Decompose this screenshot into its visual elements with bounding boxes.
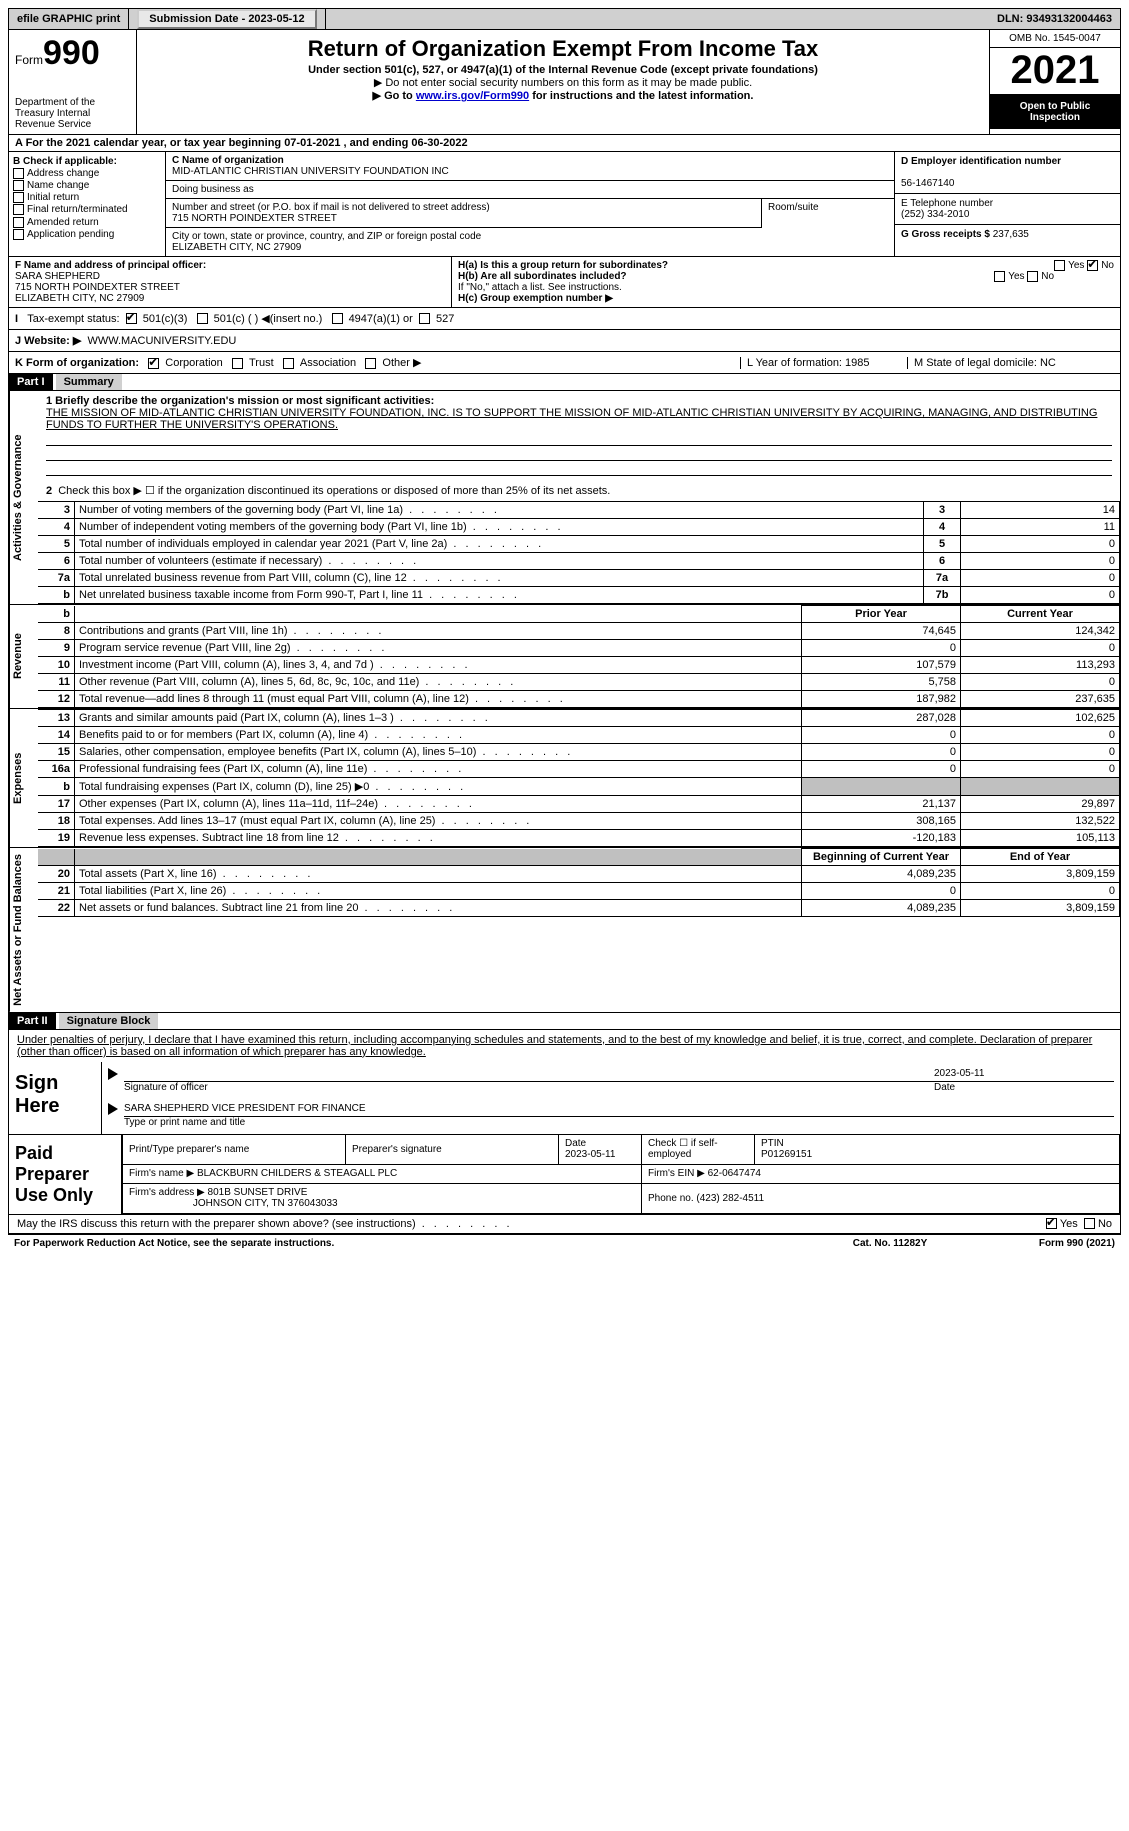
table-row: bTotal fundraising expenses (Part IX, co… — [38, 778, 1120, 796]
perjury-text: Under penalties of perjury, I declare th… — [9, 1030, 1120, 1062]
note-2: ▶ Go to www.irs.gov/Form990 for instruct… — [143, 89, 983, 102]
expenses-table: 13Grants and similar amounts paid (Part … — [38, 709, 1120, 847]
status-row: I Tax-exempt status: 501(c)(3) 501(c) ( … — [8, 308, 1121, 330]
table-row: 18Total expenses. Add lines 13–17 (must … — [38, 813, 1120, 830]
state-domicile: M State of legal domicile: NC — [907, 357, 1114, 369]
vtab-expenses: Expenses — [9, 709, 38, 847]
note-1: ▶ Do not enter social security numbers o… — [143, 76, 983, 89]
paid-preparer-table: Print/Type preparer's name Preparer's si… — [122, 1135, 1120, 1214]
row-a: A For the 2021 calendar year, or tax yea… — [8, 135, 1121, 152]
governance-table: 3Number of voting members of the governi… — [38, 501, 1120, 604]
top-bar: efile GRAPHIC print Submission Date - 20… — [8, 8, 1121, 30]
revenue-section: Revenue b Prior YearCurrent Year 8Contri… — [8, 605, 1121, 709]
street: 715 NORTH POINDEXTER STREET — [172, 213, 337, 224]
part-ii-header: Part II Signature Block — [8, 1013, 1121, 1030]
dept-label: Department of the Treasury Internal Reve… — [15, 97, 130, 130]
fgh-row: F Name and address of principal officer:… — [8, 257, 1121, 308]
sign-here-label: Sign Here — [9, 1062, 102, 1134]
paid-preparer-label: Paid Preparer Use Only — [9, 1135, 122, 1214]
col-c: C Name of organization MID-ATLANTIC CHRI… — [166, 152, 895, 256]
table-row: 20Total assets (Part X, line 16)4,089,23… — [38, 866, 1120, 883]
firm-phone: (423) 282-4511 — [696, 1193, 764, 1204]
open-inspection: Open to Public Inspection — [990, 95, 1120, 129]
table-row: 5Total number of individuals employed in… — [38, 536, 1120, 553]
table-row: 13Grants and similar amounts paid (Part … — [38, 710, 1120, 727]
telephone: (252) 334-2010 — [901, 209, 969, 220]
org-name: MID-ATLANTIC CHRISTIAN UNIVERSITY FOUNDA… — [172, 166, 449, 177]
form-subtitle: Under section 501(c), 527, or 4947(a)(1)… — [143, 64, 983, 76]
table-row: 3Number of voting members of the governi… — [38, 502, 1120, 519]
gross-receipts: 237,635 — [993, 229, 1029, 240]
form-header: Form990 Department of the Treasury Inter… — [8, 30, 1121, 135]
netassets-table: Beginning of Current YearEnd of Year 20T… — [38, 848, 1120, 917]
ptin: P01269151 — [761, 1149, 812, 1160]
table-row: 6Total number of volunteers (estimate if… — [38, 553, 1120, 570]
dln-label: DLN: 93493132004463 — [989, 9, 1120, 29]
table-row: 11Other revenue (Part VIII, column (A), … — [38, 674, 1120, 691]
table-row: 17Other expenses (Part IX, column (A), l… — [38, 796, 1120, 813]
form-number: Form990 — [15, 34, 130, 73]
arrow-icon — [108, 1103, 118, 1115]
submission-button[interactable]: Submission Date - 2023-05-12 — [137, 9, 316, 29]
table-row: 16aProfessional fundraising fees (Part I… — [38, 761, 1120, 778]
firm-name: BLACKBURN CHILDERS & STEAGALL PLC — [197, 1168, 397, 1179]
revenue-table: b Prior YearCurrent Year 8Contributions … — [38, 605, 1120, 708]
table-row: 15Salaries, other compensation, employee… — [38, 744, 1120, 761]
main-info: B Check if applicable: Address change Na… — [8, 152, 1121, 257]
vtab-netassets: Net Assets or Fund Balances — [9, 848, 38, 1012]
vtab-governance: Activities & Governance — [9, 391, 38, 604]
mission-text: THE MISSION OF MID-ATLANTIC CHRISTIAN UN… — [46, 407, 1112, 431]
irs-link[interactable]: www.irs.gov/Form990 — [416, 90, 529, 102]
table-row: 10Investment income (Part VIII, column (… — [38, 657, 1120, 674]
arrow-icon — [108, 1068, 118, 1080]
col-b: B Check if applicable: Address change Na… — [9, 152, 166, 256]
officer-name: SARA SHEPHERD VICE PRESIDENT FOR FINANCE — [124, 1103, 1114, 1114]
part-i-header: Part I Summary — [8, 374, 1121, 391]
table-row: 4Number of independent voting members of… — [38, 519, 1120, 536]
table-row: 19Revenue less expenses. Subtract line 1… — [38, 830, 1120, 847]
expenses-section: Expenses 13Grants and similar amounts pa… — [8, 709, 1121, 848]
page-footer: For Paperwork Reduction Act Notice, see … — [8, 1234, 1121, 1252]
tax-year: 2021 — [990, 48, 1120, 95]
signature-block: Under penalties of perjury, I declare th… — [8, 1030, 1121, 1234]
ein: 56-1467140 — [901, 178, 954, 189]
netassets-section: Net Assets or Fund Balances Beginning of… — [8, 848, 1121, 1013]
table-row: 21Total liabilities (Part X, line 26)00 — [38, 883, 1120, 900]
table-row: 12Total revenue—add lines 8 through 11 (… — [38, 691, 1120, 708]
table-row: 9Program service revenue (Part VIII, lin… — [38, 640, 1120, 657]
table-row: 7aTotal unrelated business revenue from … — [38, 570, 1120, 587]
sign-date: 2023-05-11 — [934, 1068, 1114, 1079]
year-formation: L Year of formation: 1985 — [740, 357, 907, 369]
table-row: bNet unrelated business taxable income f… — [38, 587, 1120, 604]
efile-label: efile GRAPHIC print — [9, 9, 129, 29]
table-row: 14Benefits paid to or for members (Part … — [38, 727, 1120, 744]
discuss-row: May the IRS discuss this return with the… — [9, 1214, 1120, 1233]
table-row: 8Contributions and grants (Part VIII, li… — [38, 623, 1120, 640]
form-title: Return of Organization Exempt From Incom… — [143, 36, 983, 62]
governance-section: Activities & Governance 1 Briefly descri… — [8, 391, 1121, 605]
omb-number: OMB No. 1545-0047 — [990, 30, 1120, 48]
website-url: WWW.MACUNIVERSITY.EDU — [87, 335, 236, 347]
col-de: D Employer identification number 56-1467… — [895, 152, 1120, 256]
kform-row: K Form of organization: Corporation Trus… — [8, 352, 1121, 374]
city: ELIZABETH CITY, NC 27909 — [172, 242, 301, 253]
room-suite: Room/suite — [762, 199, 894, 228]
table-row: 22Net assets or fund balances. Subtract … — [38, 900, 1120, 917]
firm-ein: 62-0647474 — [708, 1168, 761, 1179]
vtab-revenue: Revenue — [9, 605, 38, 708]
website-row: J Website: ▶ WWW.MACUNIVERSITY.EDU — [8, 330, 1121, 352]
